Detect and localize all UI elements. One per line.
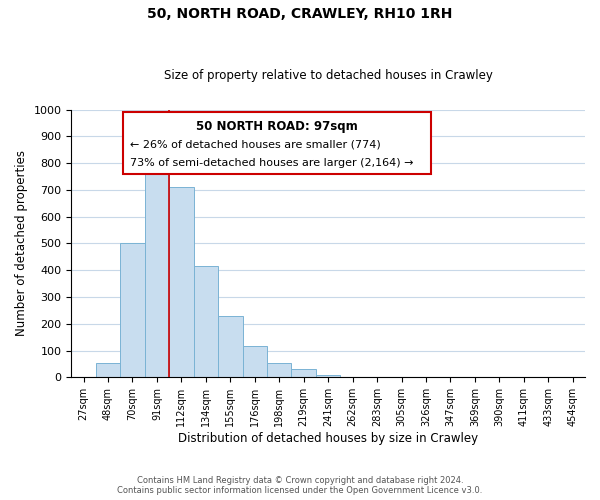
- Text: Contains HM Land Registry data © Crown copyright and database right 2024.
Contai: Contains HM Land Registry data © Crown c…: [118, 476, 482, 495]
- Text: ← 26% of detached houses are smaller (774): ← 26% of detached houses are smaller (77…: [130, 139, 381, 149]
- Bar: [218, 316, 242, 378]
- Bar: [267, 362, 292, 378]
- FancyBboxPatch shape: [122, 112, 431, 174]
- Bar: [242, 346, 267, 378]
- Bar: [145, 158, 169, 378]
- Bar: [169, 187, 194, 378]
- Y-axis label: Number of detached properties: Number of detached properties: [15, 150, 28, 336]
- Bar: [194, 266, 218, 378]
- Bar: [120, 244, 145, 378]
- Title: Size of property relative to detached houses in Crawley: Size of property relative to detached ho…: [164, 69, 493, 82]
- Bar: [292, 369, 316, 378]
- Text: 50 NORTH ROAD: 97sqm: 50 NORTH ROAD: 97sqm: [196, 120, 358, 134]
- X-axis label: Distribution of detached houses by size in Crawley: Distribution of detached houses by size …: [178, 432, 478, 445]
- Bar: [96, 362, 120, 378]
- Bar: [316, 374, 340, 378]
- Text: 73% of semi-detached houses are larger (2,164) →: 73% of semi-detached houses are larger (…: [130, 158, 414, 168]
- Text: 50, NORTH ROAD, CRAWLEY, RH10 1RH: 50, NORTH ROAD, CRAWLEY, RH10 1RH: [148, 8, 452, 22]
